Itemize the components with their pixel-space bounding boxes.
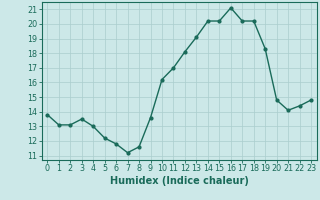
X-axis label: Humidex (Indice chaleur): Humidex (Indice chaleur) xyxy=(110,176,249,186)
